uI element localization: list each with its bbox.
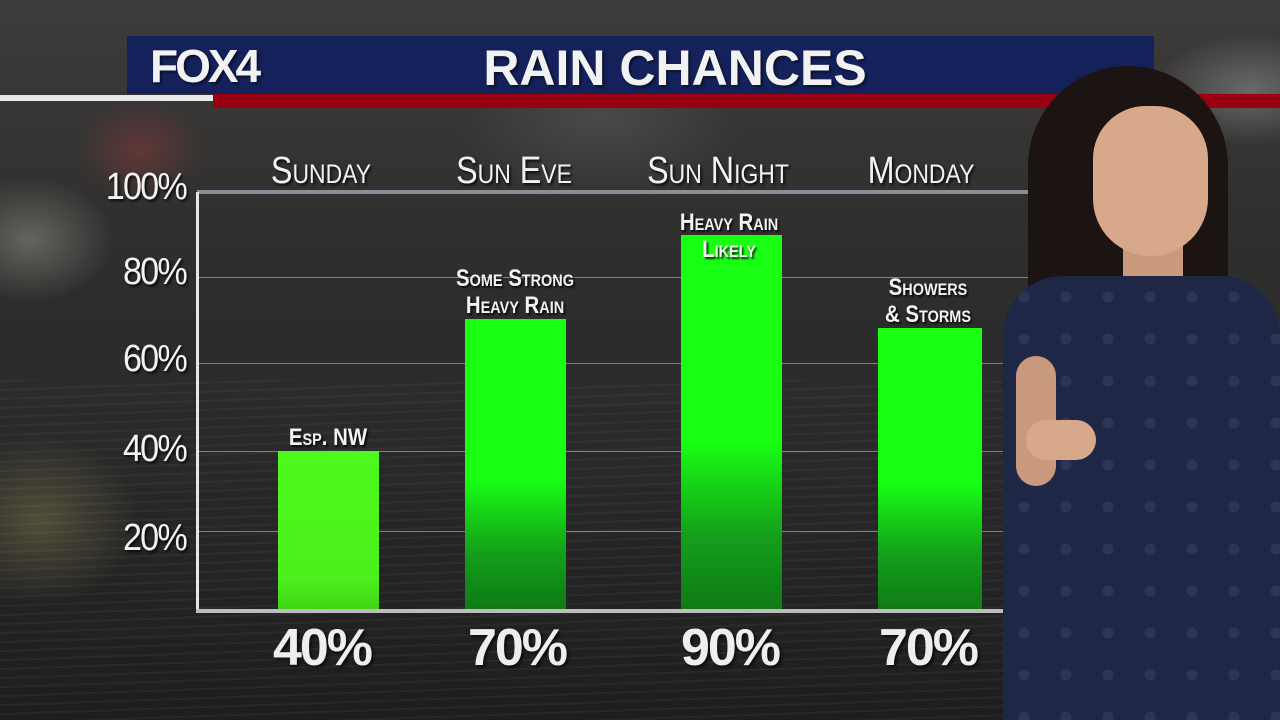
annotation-monday: Showers & Storms [843,274,1013,328]
y-tick-20: 20% [122,517,188,559]
banner-red-stripe [213,94,1280,108]
page-title: RAIN CHANCES [483,40,867,96]
bar-monday [878,328,982,610]
value-label-sun-eve: 70% [467,619,568,677]
day-label-sun-eve: Sun Eve [456,150,572,192]
value-label-sunday: 40% [272,619,373,677]
x-axis [196,609,1030,613]
bar-sun-eve [465,319,566,610]
day-label-sun-night: Sun Night [647,150,789,192]
gridline-60 [199,363,1029,364]
annotation-line: Showers [888,274,968,301]
y-axis [196,192,199,612]
y-tick-60: 60% [122,338,188,380]
annotation-line: Heavy Rain [465,292,565,319]
day-label-monday: Monday [867,150,975,192]
title-banner [127,36,1154,94]
gridline-40 [199,451,1029,452]
day-label-sunday: Sunday [270,150,372,192]
annotation-sun-eve: Some Strong Heavy Rain [430,265,600,319]
annotation-line: Esp. NW [288,424,368,451]
y-tick-100: 100% [105,166,188,208]
banner-white-stripe [0,95,213,101]
presenter-face [1093,106,1208,256]
annotation-line: Likely [702,236,756,263]
value-label-sun-night: 90% [680,619,781,677]
value-label-monday: 70% [878,619,979,677]
bar-sun-night [681,235,782,610]
annotation-line: & Storms [885,301,971,328]
annotation-sunday: Esp. NW [243,424,413,451]
bar-sunday [278,451,379,610]
y-tick-80: 80% [122,251,188,293]
gridline-20 [199,531,1029,532]
presenter-image [998,66,1280,720]
annotation-line: Some Strong [456,265,574,292]
annotation-sun-night: Heavy Rain Likely [644,209,814,263]
presenter-hand [1026,420,1096,460]
presenter-dress [1003,276,1280,720]
chart-top-line [197,190,1048,194]
annotation-line: Heavy Rain [679,209,779,236]
station-logo: FOX4 [150,40,261,92]
y-tick-40: 40% [122,428,188,470]
gridline-80 [199,277,1029,278]
